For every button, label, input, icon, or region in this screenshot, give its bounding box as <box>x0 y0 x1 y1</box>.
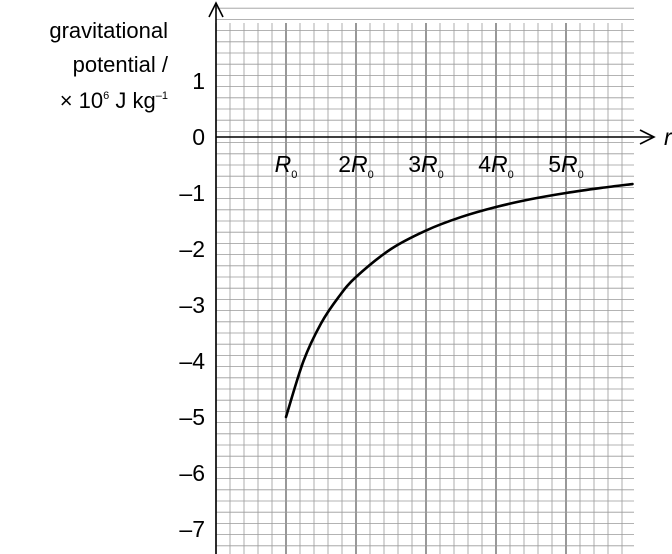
y-tick-label: –4 <box>179 348 205 374</box>
y-tick-label: 1 <box>192 68 205 94</box>
x-tick-label: 4R0 <box>478 151 514 181</box>
y-tick-label: –7 <box>179 516 205 542</box>
y-tick-labels: 1 0 –1 –2 –3 –4 –5 –6 –7 <box>179 68 205 542</box>
y-axis-label-line-1: gravitational <box>49 18 168 43</box>
x-tick-label: R0 <box>275 151 298 181</box>
potential-curve <box>284 182 634 419</box>
y-axis-label: gravitational potential / × 106 J kg–1 <box>49 18 169 113</box>
y-axis-arrow <box>208 1 224 18</box>
y-tick-label: –6 <box>179 460 205 486</box>
axes <box>208 1 656 554</box>
unit-name-exponent: –1 <box>156 90 168 102</box>
grid <box>215 7 634 554</box>
x-axis-label: r <box>664 124 672 150</box>
y-tick-label: –3 <box>179 292 205 318</box>
y-axis-label-unit: × 106 J kg–1 <box>60 88 168 113</box>
x-axis-arrow <box>639 129 656 145</box>
unit-prefix: × 10 <box>60 88 103 113</box>
x-tick-label: 5R0 <box>548 151 584 181</box>
unit-exponent: 6 <box>103 90 109 102</box>
y-axis-label-line-2: potential / <box>73 52 169 77</box>
unit-name: J kg <box>109 88 155 113</box>
y-tick-label: 0 <box>192 124 205 150</box>
x-tick-label: 2R0 <box>338 151 374 181</box>
y-tick-label: –5 <box>179 404 205 430</box>
x-tick-labels: R0 2R0 3R0 4R0 5R0 <box>275 151 584 181</box>
y-tick-label: –1 <box>179 180 205 206</box>
x-tick-label: 3R0 <box>408 151 444 181</box>
y-tick-label: –2 <box>179 236 205 262</box>
curve-layer <box>284 182 634 419</box>
